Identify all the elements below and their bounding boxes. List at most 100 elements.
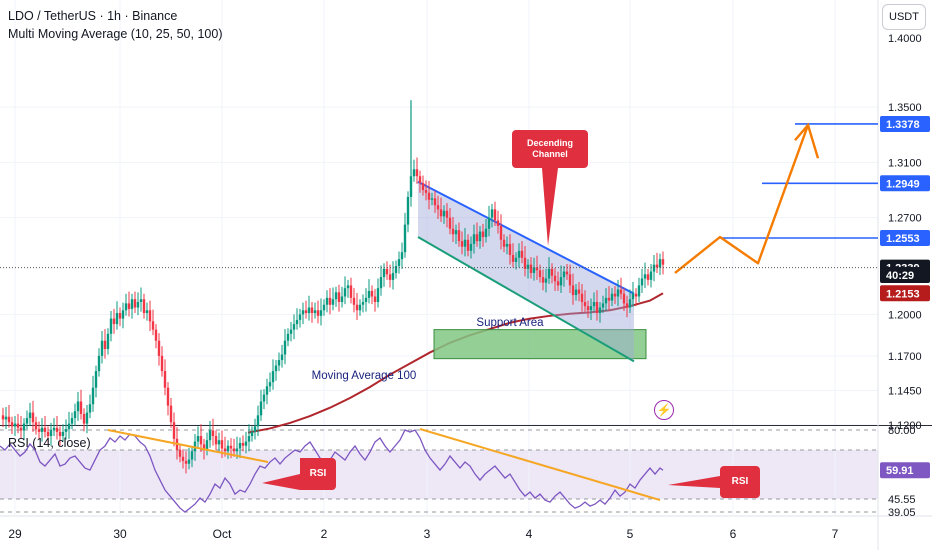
rsi-title[interactable]: RSI (14, close) <box>8 436 91 450</box>
candle-body <box>556 281 560 286</box>
candle-body <box>379 277 383 289</box>
candle-body <box>628 299 632 308</box>
candle-body <box>190 451 194 460</box>
candle-body <box>91 387 95 405</box>
candle-body <box>364 297 368 302</box>
candle-body <box>580 293 584 302</box>
candle-body <box>478 231 482 242</box>
ma100-label: Moving Average 100 <box>312 370 417 382</box>
candle-body <box>424 190 428 193</box>
candle-body <box>613 293 617 297</box>
time-axis-label: 7 <box>832 527 839 541</box>
candle-body <box>358 304 362 311</box>
candle-body <box>505 243 509 247</box>
candle-body <box>82 413 86 424</box>
candle-body <box>181 456 185 461</box>
candle-body <box>187 459 191 464</box>
candle-body <box>463 239 467 247</box>
candle-body <box>274 365 278 372</box>
candle-body <box>412 169 416 177</box>
candle-body <box>595 301 599 314</box>
candle-body <box>145 310 149 314</box>
candle-body <box>163 371 167 388</box>
candle-body <box>13 423 17 427</box>
candle-body <box>217 440 221 445</box>
candle-body <box>178 449 182 457</box>
candle-body <box>325 297 329 305</box>
candle-body <box>124 303 128 311</box>
candle-body <box>220 440 224 449</box>
candle-body <box>280 354 284 361</box>
time-axis-label: 3 <box>424 527 431 541</box>
channel-fill <box>418 181 634 362</box>
candle-body <box>370 290 374 297</box>
candle-body <box>520 250 524 258</box>
projection-path <box>674 124 810 274</box>
candle-body <box>133 299 137 308</box>
candle-body <box>235 448 239 452</box>
candle-body <box>589 306 593 311</box>
candle-body <box>166 387 170 406</box>
candle-body <box>253 426 257 432</box>
candle-body <box>25 418 29 424</box>
price-marker-label: 1.3378 <box>886 119 920 131</box>
candle-body <box>199 436 203 445</box>
symbol-title[interactable]: LDO / TetherUS · 1h · Binance <box>8 9 178 23</box>
candle-body <box>394 266 398 273</box>
candle-body <box>430 198 434 200</box>
rsi-callout-1-text: RSI <box>310 468 327 479</box>
price-axis-tick: 1.1450 <box>888 385 922 397</box>
price-axis-tick: 1.2700 <box>888 213 922 225</box>
price-axis-tick: 1.3100 <box>888 157 922 169</box>
candle-body <box>64 429 68 432</box>
candle-body <box>508 243 512 255</box>
candle-body <box>121 310 125 319</box>
candle-body <box>382 268 386 278</box>
candle-body <box>544 278 548 283</box>
candle-body <box>346 285 350 289</box>
time-axis-label: 4 <box>526 527 533 541</box>
candle-body <box>553 275 557 282</box>
candle-body <box>136 301 140 308</box>
candle-body <box>661 259 665 265</box>
candle-body <box>481 231 485 238</box>
candle-body <box>421 183 425 191</box>
candle-body <box>526 264 530 269</box>
candle-body <box>655 264 659 268</box>
candle-body <box>355 304 359 311</box>
candle-body <box>265 386 269 395</box>
price-marker-badge <box>880 267 930 284</box>
candle-body <box>211 430 215 437</box>
candle-body <box>160 355 164 372</box>
candle-body <box>283 340 287 355</box>
rsi-axis-tick: 39.05 <box>888 507 916 519</box>
indicator-title[interactable]: Multi Moving Average (10, 25, 50, 100) <box>8 27 223 41</box>
channel-upper-line <box>417 180 635 295</box>
candle-body <box>619 289 623 294</box>
candle-body <box>259 401 263 416</box>
candle-body <box>349 285 353 298</box>
candle-body <box>295 319 299 325</box>
candle-body <box>139 299 143 302</box>
rsi-axis-tick: 45.55 <box>888 494 916 506</box>
currency-button[interactable]: USDT <box>882 4 926 30</box>
lightning-icon[interactable]: ⚡ <box>654 400 674 420</box>
candle-body <box>610 293 614 301</box>
candle-body <box>403 224 407 253</box>
candle-body <box>85 412 89 424</box>
candle-body <box>439 209 443 217</box>
candle-body <box>46 431 50 437</box>
candle-body <box>313 310 317 314</box>
time-axis-label: 29 <box>8 527 22 541</box>
rsi-current-badge <box>880 462 930 479</box>
candle-body <box>457 230 461 242</box>
candle-body <box>397 259 401 267</box>
candle-body <box>226 445 230 452</box>
candle-body <box>577 289 581 294</box>
candle-body <box>559 277 563 286</box>
candle-body <box>604 297 608 304</box>
candle-body <box>574 289 578 296</box>
